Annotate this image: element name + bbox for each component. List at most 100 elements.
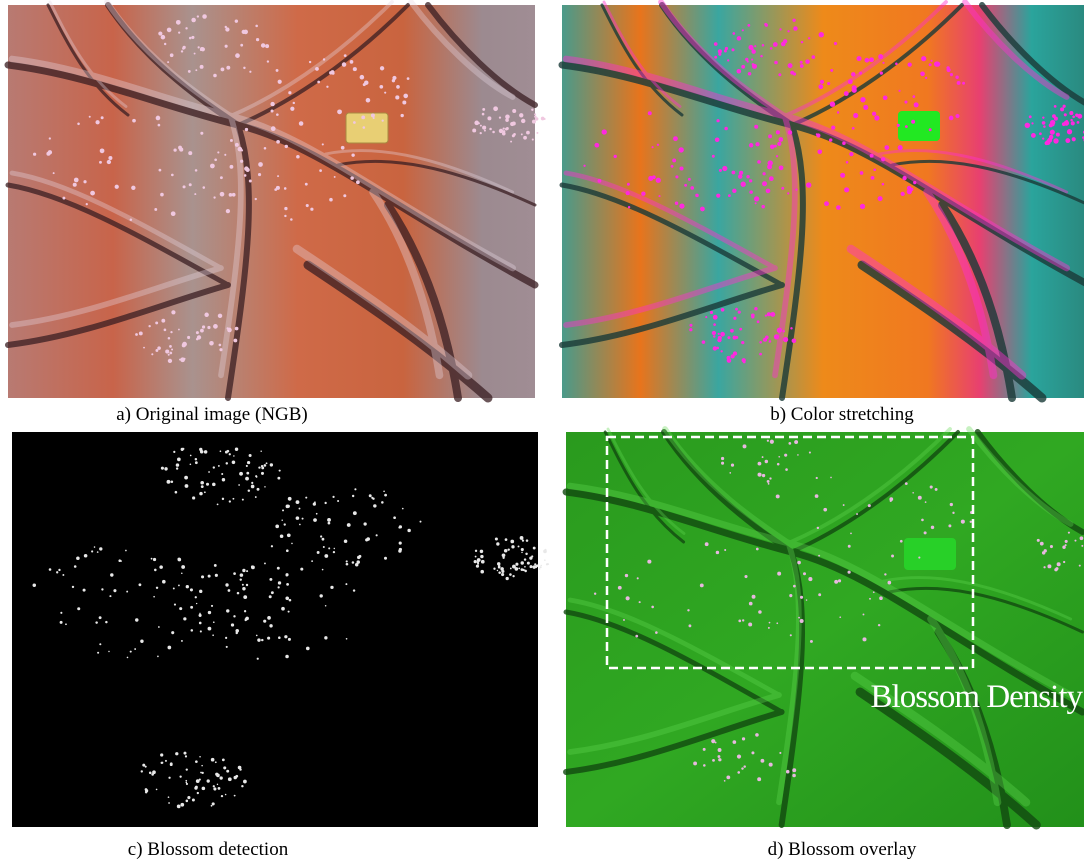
blossom-dot	[196, 331, 199, 334]
blossom-dot	[310, 208, 313, 211]
blossom-dot	[363, 126, 366, 129]
blossom-dot	[167, 28, 172, 33]
blossom-dot	[201, 485, 204, 488]
blossom-dot	[212, 634, 214, 636]
blossom-dot	[1075, 114, 1078, 117]
blossom-dot	[509, 573, 512, 576]
blossom-dot	[260, 450, 261, 451]
blossom-dot	[383, 490, 385, 492]
blossom-dot	[515, 567, 519, 571]
blossom-dot	[235, 19, 238, 22]
blossom-dot	[754, 196, 759, 201]
blossom-dot	[235, 632, 237, 634]
blossom-dot	[346, 560, 348, 562]
blossom-dot	[748, 45, 753, 50]
blossom-dot	[757, 160, 761, 164]
blossom-dot	[512, 109, 516, 113]
blossom-dot	[213, 466, 215, 468]
blossom-dot	[769, 477, 771, 479]
blossom-dot	[269, 624, 272, 627]
blossom-dot	[727, 336, 730, 339]
blossom-dot	[344, 540, 348, 544]
blossom-dot	[778, 456, 780, 458]
blossom-dot	[290, 218, 293, 221]
blossom-dot	[62, 574, 64, 576]
blossom-dot	[183, 617, 186, 620]
blossom-dot	[732, 171, 736, 175]
blossom-dot	[521, 119, 525, 123]
blossom-dot	[208, 471, 210, 473]
blossom-dot	[598, 179, 602, 183]
blossom-dot	[178, 585, 180, 587]
blossom-dot	[159, 565, 163, 569]
blossom-dot	[758, 462, 762, 466]
blossom-dot	[179, 359, 181, 361]
blossom-dot	[1072, 137, 1076, 141]
blossom-dot	[255, 198, 257, 200]
blossom-dot	[883, 95, 888, 100]
blossom-dot	[58, 569, 60, 571]
blossom-dot	[724, 780, 726, 782]
blossom-dot	[213, 196, 215, 198]
blossom-dot	[714, 42, 718, 46]
blossom-dot	[716, 194, 720, 198]
blossom-dot	[749, 143, 753, 147]
blossom-dot	[970, 521, 972, 523]
blossom-dot	[786, 770, 790, 774]
blossom-dot	[229, 193, 233, 197]
blossom-dot	[648, 111, 652, 115]
blossom-dot	[716, 551, 719, 554]
blossom-dot	[399, 542, 402, 545]
blossom-dot	[545, 549, 547, 551]
blossom-dot	[249, 180, 252, 183]
blossom-dot	[742, 619, 744, 621]
blossom-dot	[834, 42, 837, 45]
blossom-dot	[233, 339, 237, 343]
blossom-dot	[513, 133, 516, 136]
blossom-dot	[219, 344, 222, 347]
blossom-dot	[724, 50, 727, 53]
blossom-dot	[156, 587, 158, 589]
blossom-dot	[221, 68, 225, 72]
blossom-dot	[744, 575, 747, 578]
blossom-dot	[341, 146, 345, 150]
blossom-dot	[759, 353, 762, 356]
blossom-dot	[675, 202, 678, 205]
blossom-dot	[1067, 129, 1072, 134]
blossom-dot	[171, 310, 175, 314]
blossom-dot	[145, 766, 147, 768]
blossom-dot	[955, 114, 959, 118]
blossom-dot	[537, 564, 539, 566]
blossom-dot	[195, 596, 197, 598]
blossom-dot	[316, 513, 318, 515]
blossom-dot	[152, 770, 156, 774]
blossom-dot	[671, 165, 674, 168]
blossom-dot	[240, 160, 243, 163]
blossom-dot	[1043, 566, 1045, 568]
blossom-dot	[860, 204, 865, 209]
blossom-dot	[1031, 122, 1033, 124]
blossom-dot	[727, 59, 729, 61]
blossom-dot	[718, 53, 721, 56]
blossom-dot	[337, 500, 339, 502]
blossom-dot	[97, 551, 99, 553]
blossom-dot	[898, 145, 903, 150]
blossom-dot	[322, 569, 324, 571]
blossom-dot	[870, 154, 874, 158]
blossom-dot	[777, 142, 781, 146]
blossom-dot	[521, 548, 524, 551]
blossom-dot	[89, 116, 91, 118]
blossom-dot	[285, 655, 289, 659]
blossom-dot	[818, 593, 821, 596]
blossom-dot	[99, 643, 101, 645]
blossom-dot	[770, 144, 775, 149]
blossom-dot	[930, 485, 933, 488]
blossom-dot	[315, 67, 319, 71]
blossom-dot	[132, 119, 136, 123]
blossom-dot	[232, 461, 236, 465]
blossom-dot	[371, 497, 373, 499]
blossom-dot	[76, 556, 80, 560]
blossom-dot	[705, 316, 707, 318]
blossom-dot	[800, 64, 804, 68]
blossom-dot	[946, 66, 949, 69]
